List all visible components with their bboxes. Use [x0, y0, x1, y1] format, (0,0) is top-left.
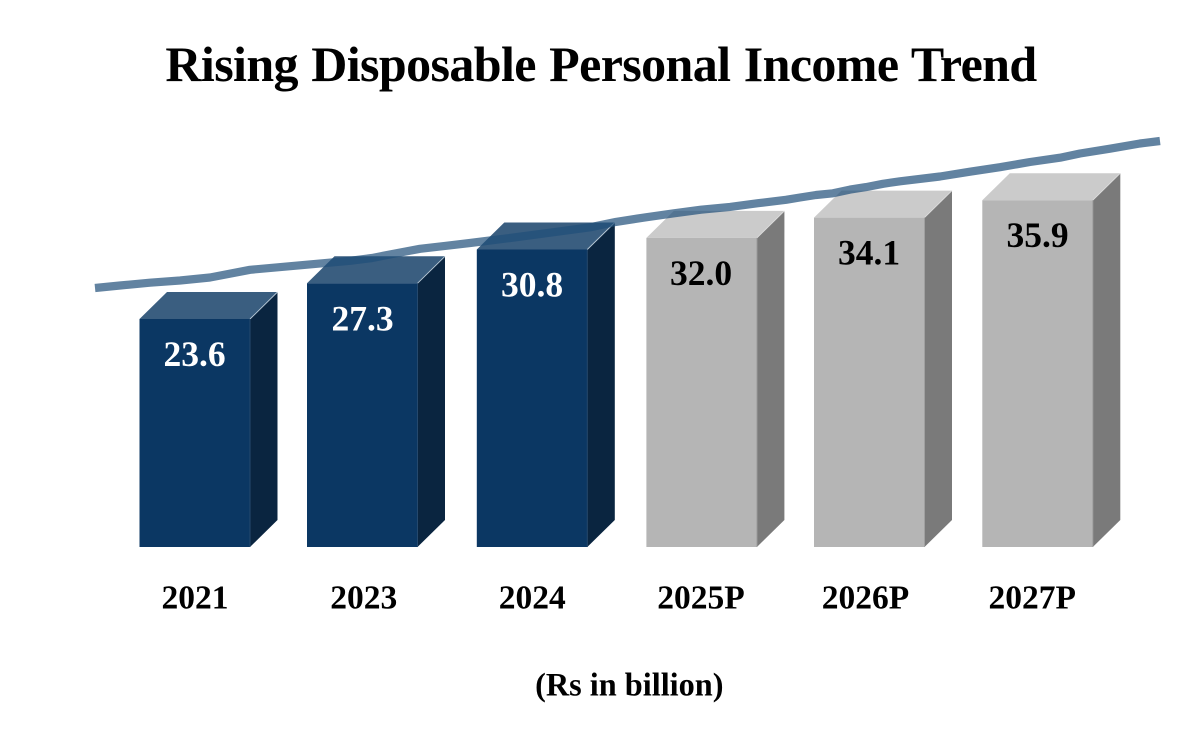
svg-text:27.3: 27.3 [331, 298, 393, 338]
svg-text:2025P: 2025P [657, 580, 744, 617]
svg-text:2023: 2023 [330, 580, 397, 617]
svg-text:(Rs in billion): (Rs in billion) [535, 666, 723, 702]
svg-text:2027P: 2027P [988, 580, 1075, 617]
svg-text:2024: 2024 [499, 580, 566, 617]
svg-text:34.1: 34.1 [838, 233, 900, 273]
svg-text:32.0: 32.0 [670, 253, 732, 293]
svg-text:30.8: 30.8 [501, 265, 563, 305]
svg-text:2021: 2021 [162, 580, 229, 617]
svg-text:35.9: 35.9 [1006, 215, 1068, 255]
svg-text:2026P: 2026P [822, 580, 909, 617]
svg-text:23.6: 23.6 [163, 334, 225, 374]
svg-text:Rising Disposable Personal Inc: Rising Disposable Personal Income Trend [165, 36, 1037, 92]
